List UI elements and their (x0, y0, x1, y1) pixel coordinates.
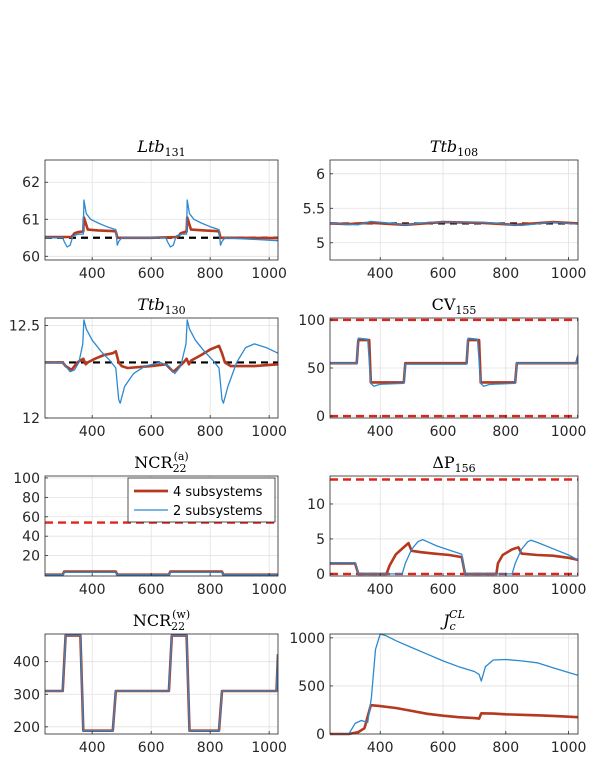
series-line-4-subsystems (330, 541, 578, 576)
x-tick-label: 800 (197, 266, 224, 282)
series-line-4-subsystems (330, 703, 578, 736)
x-tick-label: 600 (138, 266, 165, 282)
x-tick-label: 800 (492, 266, 519, 282)
x-tick-label: 400 (367, 266, 394, 282)
series-line-2-subsystems (330, 220, 578, 227)
axes-box (329, 633, 579, 735)
series-line-2-subsystems (330, 337, 578, 387)
x-tick-label: 600 (430, 424, 457, 440)
series-line-2-subsystems (330, 538, 578, 575)
x-tick-label: 600 (430, 582, 457, 598)
x-tick-label: 400 (367, 740, 394, 756)
series-line-2-subsystems (45, 634, 278, 732)
y-tick-label: 200 (13, 720, 40, 736)
y-tick-label: 61 (22, 212, 40, 228)
panel-title: NCR22(a) (134, 450, 188, 475)
axes-box (329, 475, 579, 577)
x-tick-label: 600 (430, 266, 457, 282)
series-line-2-subsystems (330, 633, 578, 735)
x-tick-label: 400 (79, 740, 106, 756)
y-tick-label: 10 (307, 497, 325, 513)
x-tick-label: 600 (138, 740, 165, 756)
x-tick-label: 1000 (251, 582, 287, 598)
panel-ncr22a: 400 600 800 1000 20 40 60 80 100 NCR22(a) (13, 450, 287, 598)
y-tick-label: 20 (22, 549, 40, 565)
y-tick-label: 5 (316, 532, 325, 548)
panel-ttb108: 400 600 800 1000 5 5.5 6 Ttb108 (303, 137, 587, 282)
series-line-2-subsystems (45, 319, 278, 404)
y-tick-label: 60 (22, 249, 40, 265)
x-tick-label: 1000 (551, 740, 587, 756)
y-tick-label: 0 (316, 409, 325, 425)
series-line-4-subsystems (45, 634, 278, 732)
x-tick-label: 400 (79, 266, 106, 282)
x-tick-label: 800 (492, 740, 519, 756)
axes-box (44, 475, 279, 577)
axes-box (44, 159, 279, 261)
x-tick-label: 400 (79, 582, 106, 598)
series-line-2-subsystems (45, 571, 278, 576)
series-line-2-subsystems (45, 199, 278, 248)
x-tick-label: 600 (138, 582, 165, 598)
panel-title: Ltb131 (136, 137, 185, 159)
panel-ncr22w: 400 600 800 1000 200 300 400 NCR22(w) (13, 608, 287, 756)
x-tick-label: 1000 (251, 424, 287, 440)
x-tick-label: 1000 (551, 424, 587, 440)
axes-box (44, 317, 279, 419)
legend: 4 subsystems 2 subsystems (127, 477, 276, 523)
panel-title: Ttb130 (137, 295, 185, 317)
y-tick-label: 100 (13, 471, 40, 487)
axes-box (329, 159, 579, 261)
y-tick-label: 12.5 (9, 318, 40, 334)
y-tick-label: 0 (316, 567, 325, 583)
y-tick-label: 12 (22, 411, 40, 427)
x-tick-label: 800 (197, 740, 224, 756)
y-tick-label: 40 (22, 529, 40, 545)
y-tick-label: 5 (316, 236, 325, 252)
panel-title: Ttb108 (430, 137, 478, 159)
x-tick-label: 600 (430, 740, 457, 756)
panel-title: JcCL (440, 608, 465, 633)
y-tick-label: 500 (298, 679, 325, 695)
x-tick-label: 1000 (551, 266, 587, 282)
x-tick-label: 800 (492, 582, 519, 598)
y-tick-label: 62 (22, 175, 40, 191)
panel-ttb130: 400 600 800 1000 12 12.5 Ttb130 (9, 295, 287, 440)
x-tick-label: 1000 (251, 266, 287, 282)
y-tick-label: 6 (316, 167, 325, 183)
series-line-4-subsystems (45, 216, 278, 240)
y-tick-label: 100 (298, 313, 325, 329)
y-tick-label: 5.5 (303, 201, 325, 217)
legend-label-4-subsystems: 4 subsystems (173, 485, 263, 500)
x-tick-label: 1000 (551, 582, 587, 598)
x-tick-label: 400 (367, 582, 394, 598)
x-tick-label: 800 (197, 424, 224, 440)
y-tick-label: 0 (316, 727, 325, 743)
panel-title: NCR22(w) (133, 608, 190, 633)
x-tick-label: 400 (367, 424, 394, 440)
y-tick-label: 400 (13, 655, 40, 671)
x-tick-label: 1000 (251, 740, 287, 756)
panel-title: ΔP156 (432, 453, 475, 475)
panel-dp156: 400 600 800 1000 0 5 10 ΔP156 (307, 453, 586, 598)
legend-label-2-subsystems: 2 subsystems (173, 504, 263, 519)
panel-cv155: 400 600 800 1000 0 50 100 CV155 (298, 295, 586, 440)
x-tick-label: 600 (138, 424, 165, 440)
panel-ltb131: 400 600 800 1000 60 61 62 Ltb131 (22, 137, 287, 282)
panel-jccl: 400 600 800 1000 0 500 1000 JcCL (289, 608, 586, 756)
y-tick-label: 60 (22, 510, 40, 526)
x-tick-label: 800 (492, 424, 519, 440)
panel-title: CV155 (432, 295, 477, 317)
x-tick-label: 800 (197, 582, 224, 598)
y-tick-label: 80 (22, 490, 40, 506)
x-tick-label: 400 (79, 424, 106, 440)
axes-box (44, 633, 279, 735)
y-tick-label: 50 (307, 361, 325, 377)
y-tick-label: 1000 (289, 631, 325, 647)
series-line-4-subsystems (330, 338, 578, 384)
y-tick-label: 300 (13, 687, 40, 703)
